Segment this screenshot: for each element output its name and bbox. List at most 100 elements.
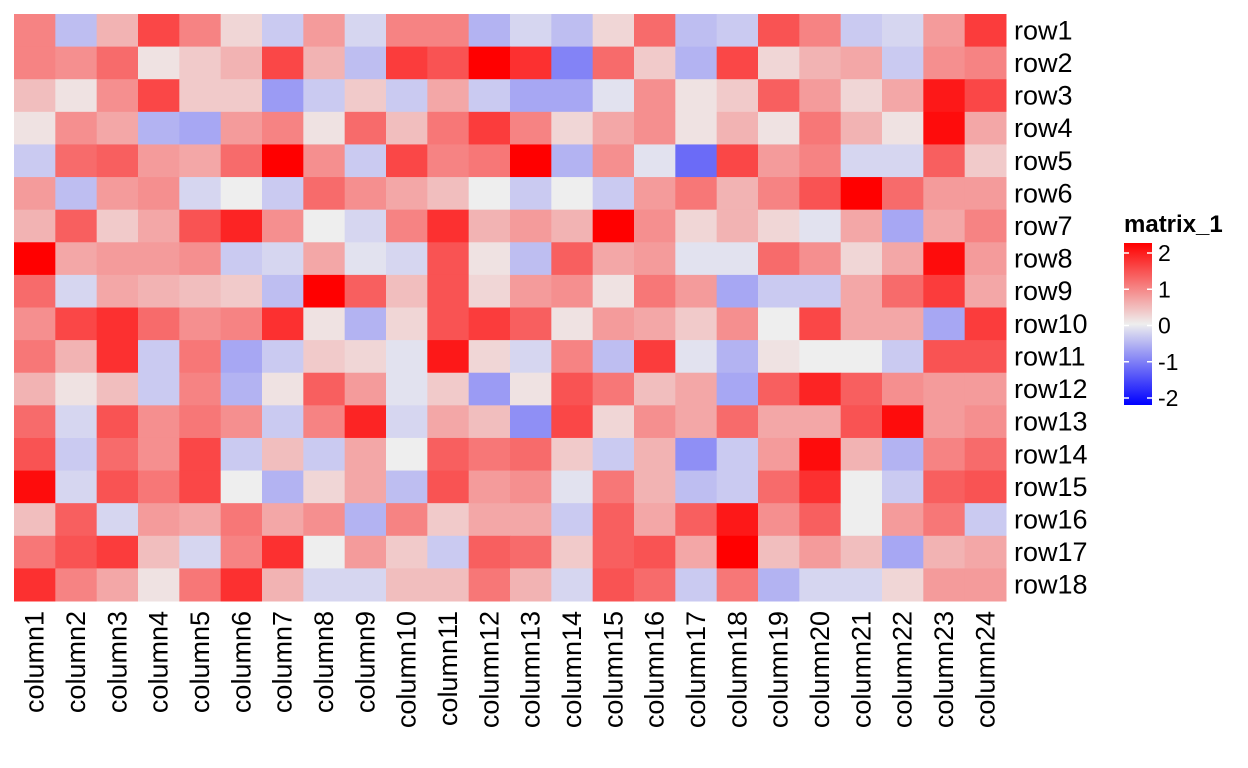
heatmap-cell-row9-column2 — [55, 274, 98, 308]
legend-tick-label: -1 — [1158, 349, 1178, 375]
heatmap-cell-row14-column8 — [303, 437, 346, 472]
heatmap-cell-row9-column24 — [964, 274, 1007, 308]
heatmap-cell-row11-column3 — [96, 340, 139, 374]
heatmap-cell-row12-column21 — [840, 372, 883, 406]
heatmap-cell-row18-column12 — [468, 568, 511, 602]
heatmap-cell-row8-column24 — [964, 242, 1007, 276]
heatmap-cell-row13-column20 — [799, 405, 842, 439]
heatmap-cell-row16-column23 — [923, 503, 966, 537]
heatmap-cell-row4-column1 — [14, 111, 56, 145]
heatmap-cell-row6-column20 — [799, 177, 842, 211]
heatmap-cell-row17-column1 — [14, 535, 56, 569]
heatmap-cell-row3-column19 — [758, 79, 800, 113]
heatmap-cell-row12-column16 — [634, 372, 676, 406]
heatmap-cell-row18-column1 — [14, 568, 56, 602]
heatmap-cell-row10-column6 — [220, 307, 263, 341]
heatmap-cell-row17-column17 — [675, 535, 718, 569]
heatmap-cell-row4-column16 — [634, 111, 676, 145]
heatmap-cell-row6-column13 — [510, 177, 552, 211]
heatmap-cell-row11-column5 — [179, 340, 222, 374]
heatmap-cell-row4-column17 — [675, 111, 718, 145]
heatmap-cell-row11-column20 — [799, 340, 842, 374]
color-legend: matrix_1 2 1 0 -1 -2 — [1124, 211, 1223, 411]
column-label-column11: column11 — [433, 611, 463, 726]
heatmap-cell-row5-column3 — [96, 144, 139, 178]
heatmap-cell-row3-column13 — [510, 79, 552, 113]
heatmap-cell-row15-column8 — [303, 470, 346, 504]
heatmap-cell-row5-column14 — [551, 144, 594, 178]
heatmap-cell-row15-column5 — [179, 470, 222, 504]
heatmap-cell-row4-column18 — [716, 111, 759, 145]
heatmap-cell-row18-column4 — [138, 568, 180, 602]
heatmap-cell-row17-column3 — [96, 535, 139, 569]
heatmap-cell-row14-column3 — [96, 437, 139, 472]
heatmap-cell-row1-column24 — [964, 14, 1007, 48]
column-label-column10: column10 — [392, 611, 422, 728]
heatmap-cell-row9-column15 — [592, 274, 635, 308]
heatmap-cell-row2-column22 — [882, 46, 924, 80]
heatmap-cell-row5-column22 — [882, 144, 924, 178]
heatmap-cell-row3-column23 — [923, 79, 966, 113]
heatmap-cell-row15-column10 — [386, 470, 428, 504]
heatmap-cell-row17-column16 — [634, 535, 676, 569]
heatmap-cell-row5-column17 — [675, 144, 718, 178]
heatmap-cell-row12-column8 — [303, 372, 346, 406]
row-label-row7: row7 — [1014, 211, 1073, 241]
heatmap-cell-row4-column12 — [468, 111, 511, 145]
heatmap-cell-row3-column3 — [96, 79, 139, 113]
heatmap-cell-row1-column7 — [262, 14, 304, 48]
heatmap-cell-row14-column15 — [592, 437, 635, 472]
heatmap-cell-row12-column24 — [964, 372, 1007, 406]
heatmap-cell-row13-column9 — [344, 405, 387, 439]
heatmap-cell-row12-column7 — [262, 372, 304, 406]
row-label-row13: row13 — [1014, 407, 1088, 437]
heatmap-cell-row17-column8 — [303, 535, 346, 569]
heatmap-cell-row1-column21 — [840, 14, 883, 48]
column-label-column9: column9 — [350, 611, 380, 713]
heatmap-cell-row13-column15 — [592, 405, 635, 439]
heatmap-cell-row14-column13 — [510, 437, 552, 472]
heatmap-cell-row12-column3 — [96, 372, 139, 406]
heatmap-cell-row4-column22 — [882, 111, 924, 145]
heatmap-cell-row9-column1 — [14, 274, 56, 308]
heatmap-cell-row14-column11 — [427, 437, 470, 472]
heatmap-cell-row18-column7 — [262, 568, 304, 602]
heatmap-cell-row9-column3 — [96, 274, 139, 308]
heatmap-cell-row11-column1 — [14, 340, 56, 374]
heatmap-cell-row8-column10 — [386, 242, 428, 276]
heatmap-cell-row2-column6 — [220, 46, 263, 80]
heatmap-cell-row8-column2 — [55, 242, 98, 276]
heatmap-cell-row11-column19 — [758, 340, 800, 374]
heatmap-cell-row12-column2 — [55, 372, 98, 406]
heatmap-cell-row17-column5 — [179, 535, 222, 569]
heatmap-cell-row3-column20 — [799, 79, 842, 113]
heatmap-cell-row8-column15 — [592, 242, 635, 276]
heatmap-cell-row6-column21 — [840, 177, 883, 211]
heatmap-cell-row6-column2 — [55, 177, 98, 211]
heatmap-cell-row7-column1 — [14, 209, 56, 243]
heatmap-cell-row6-column12 — [468, 177, 511, 211]
heatmap-cell-row16-column17 — [675, 503, 718, 537]
heatmap-cell-row11-column22 — [882, 340, 924, 374]
heatmap-cell-row10-column14 — [551, 307, 594, 341]
heatmap-cell-row17-column14 — [551, 535, 594, 569]
heatmap-cell-row10-column9 — [344, 307, 387, 341]
heatmap-cell-row18-column2 — [55, 568, 98, 602]
heatmap-cell-row17-column20 — [799, 535, 842, 569]
heatmap-cell-row5-column8 — [303, 144, 346, 178]
column-label-column23: column23 — [929, 611, 959, 728]
heatmap-cell-row9-column19 — [758, 274, 800, 308]
heatmap-cell-row15-column13 — [510, 470, 552, 504]
heatmap-cell-row12-column20 — [799, 372, 842, 406]
heatmap-cell-row7-column12 — [468, 209, 511, 243]
heatmap-cell-row9-column4 — [138, 274, 180, 308]
heatmap-cell-row9-column17 — [675, 274, 718, 308]
heatmap-cell-row4-column13 — [510, 111, 552, 145]
heatmap-cell-row6-column4 — [138, 177, 180, 211]
heatmap-cell-row4-column14 — [551, 111, 594, 145]
heatmap-cell-row17-column11 — [427, 535, 470, 569]
heatmap-cell-row15-column6 — [220, 470, 263, 504]
heatmap-cell-row4-column21 — [840, 111, 883, 145]
heatmap-cell-row7-column15 — [592, 209, 635, 243]
heatmap-cell-row12-column9 — [344, 372, 387, 406]
